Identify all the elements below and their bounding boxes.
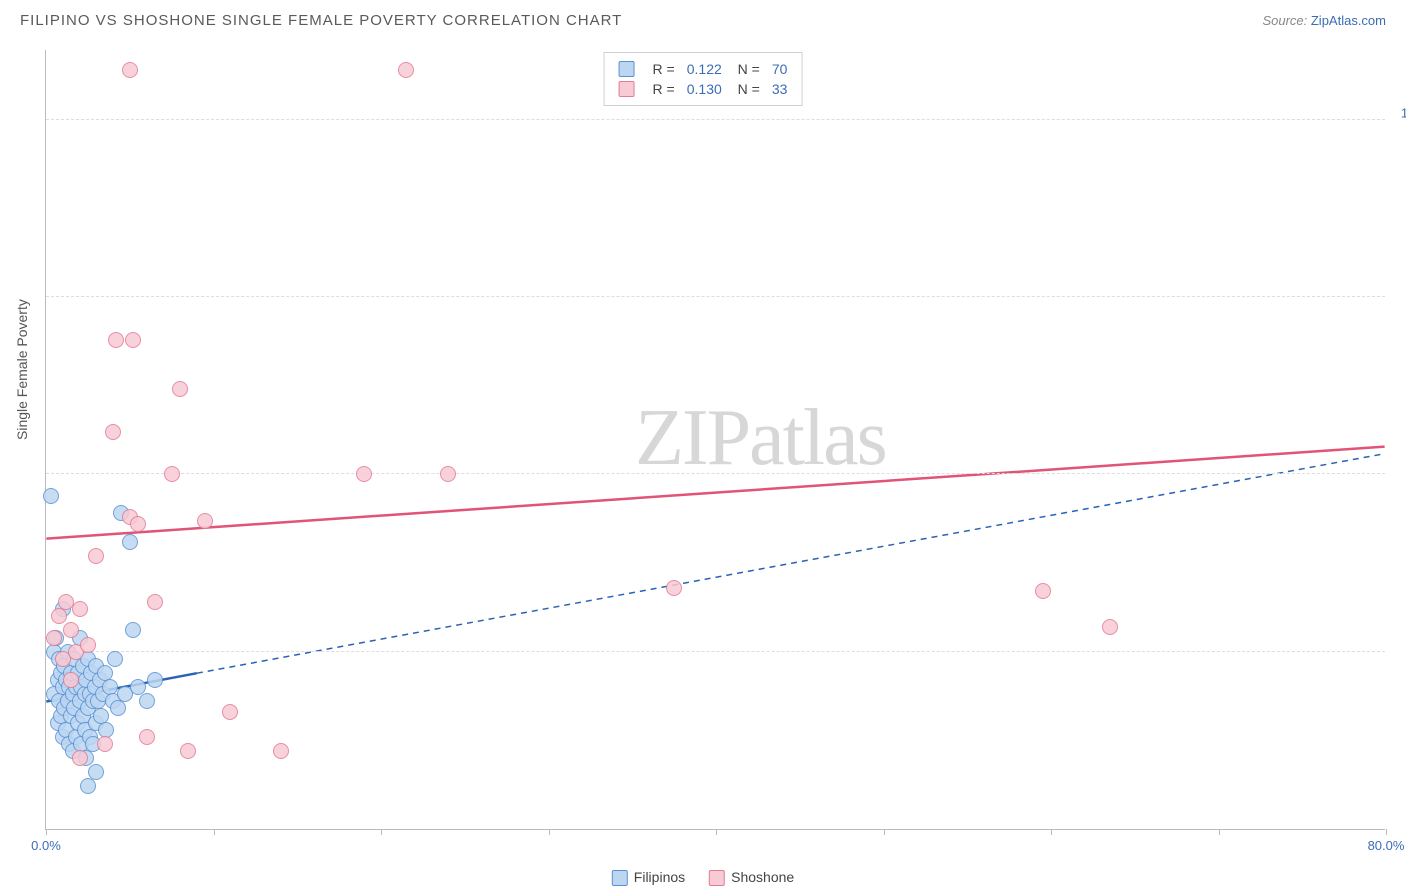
data-point-shoshone	[88, 548, 104, 564]
data-point-filipinos	[80, 778, 96, 794]
xtick	[1219, 829, 1220, 835]
data-point-shoshone	[356, 466, 372, 482]
source-link[interactable]: ZipAtlas.com	[1311, 13, 1386, 28]
data-point-shoshone	[1102, 619, 1118, 635]
data-point-shoshone	[122, 62, 138, 78]
data-point-shoshone	[72, 750, 88, 766]
data-point-shoshone	[147, 594, 163, 610]
data-point-filipinos	[107, 651, 123, 667]
xtick	[884, 829, 885, 835]
data-point-filipinos	[147, 672, 163, 688]
gridline-h	[46, 296, 1385, 297]
data-point-shoshone	[222, 704, 238, 720]
data-point-filipinos	[43, 488, 59, 504]
xtick	[214, 829, 215, 835]
watermark: ZIPatlas	[635, 393, 886, 484]
data-point-shoshone	[125, 332, 141, 348]
data-point-shoshone	[108, 332, 124, 348]
xtick-label: 0.0%	[31, 838, 61, 853]
data-point-shoshone	[172, 381, 188, 397]
xtick	[1386, 829, 1387, 835]
legend-swatch	[619, 81, 635, 97]
legend-swatch	[619, 61, 635, 77]
gridline-h	[46, 651, 1385, 652]
n-value: 33	[772, 81, 788, 97]
data-point-shoshone	[97, 736, 113, 752]
data-point-shoshone	[139, 729, 155, 745]
data-point-filipinos	[125, 622, 141, 638]
data-point-shoshone	[130, 516, 146, 532]
data-point-shoshone	[72, 601, 88, 617]
data-point-shoshone	[51, 608, 67, 624]
data-point-shoshone	[1035, 583, 1051, 599]
gridline-h	[46, 119, 1385, 120]
ytick-label: 25.0%	[1390, 637, 1406, 652]
data-point-filipinos	[110, 700, 126, 716]
data-point-filipinos	[139, 693, 155, 709]
xtick-label: 80.0%	[1368, 838, 1405, 853]
r-value: 0.122	[687, 61, 722, 77]
legend-label: Shoshone	[731, 869, 794, 885]
data-point-shoshone	[46, 630, 62, 646]
stats-row-filipinos: R =0.122 N =70	[619, 59, 788, 79]
data-point-shoshone	[63, 672, 79, 688]
chart-title: FILIPINO VS SHOSHONE SINGLE FEMALE POVER…	[20, 12, 622, 29]
y-axis-label: Single Female Poverty	[14, 299, 30, 440]
xtick	[46, 829, 47, 835]
data-point-shoshone	[398, 62, 414, 78]
stats-legend-box: R =0.122 N =70R =0.130 N =33	[604, 52, 803, 106]
r-value: 0.130	[687, 81, 722, 97]
plot-region: ZIPatlas 25.0%50.0%75.0%100.0%0.0%80.0%	[45, 50, 1385, 830]
legend-item-shoshone: Shoshone	[709, 869, 794, 886]
legend-swatch	[709, 870, 725, 886]
data-point-shoshone	[164, 466, 180, 482]
stats-row-shoshone: R =0.130 N =33	[619, 79, 788, 99]
xtick	[1051, 829, 1052, 835]
chart-area: ZIPatlas 25.0%50.0%75.0%100.0%0.0%80.0%	[45, 50, 1385, 830]
data-point-shoshone	[63, 622, 79, 638]
n-value: 70	[772, 61, 788, 77]
xtick	[716, 829, 717, 835]
data-point-filipinos	[88, 764, 104, 780]
data-point-shoshone	[197, 513, 213, 529]
gridline-h	[46, 473, 1385, 474]
data-point-filipinos	[122, 534, 138, 550]
data-point-shoshone	[440, 466, 456, 482]
xtick	[381, 829, 382, 835]
xtick	[549, 829, 550, 835]
ytick-label: 75.0%	[1390, 283, 1406, 298]
source-label: Source: ZipAtlas.com	[1262, 13, 1386, 28]
data-point-shoshone	[105, 424, 121, 440]
ytick-label: 100.0%	[1390, 105, 1406, 120]
trend-lines	[46, 50, 1385, 829]
legend-item-filipinos: Filipinos	[612, 869, 685, 886]
data-point-shoshone	[180, 743, 196, 759]
data-point-shoshone	[666, 580, 682, 596]
series-legend: Filipinos Shoshone	[612, 869, 794, 886]
legend-swatch	[612, 870, 628, 886]
data-point-shoshone	[80, 637, 96, 653]
data-point-shoshone	[273, 743, 289, 759]
ytick-label: 50.0%	[1390, 460, 1406, 475]
legend-label: Filipinos	[634, 869, 685, 885]
